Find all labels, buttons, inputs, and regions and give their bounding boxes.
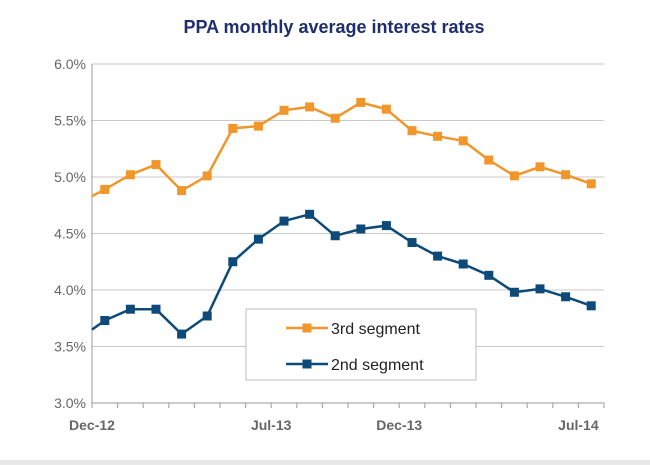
data-point-marker <box>458 259 468 269</box>
y-tick-label: 4.0% <box>54 282 86 298</box>
y-tick-label: 6.0% <box>54 56 86 72</box>
data-point-marker <box>484 270 494 280</box>
series-line <box>91 101 592 198</box>
data-point-marker <box>151 160 161 170</box>
data-point-marker <box>253 234 263 244</box>
data-point-marker <box>433 131 443 141</box>
legend-box <box>245 308 477 381</box>
data-point-marker <box>100 184 110 194</box>
data-point-marker <box>330 113 340 123</box>
chart-title: PPA monthly average interest rates <box>183 17 484 37</box>
data-point-marker <box>151 304 161 314</box>
data-point-marker <box>202 311 212 321</box>
data-point-marker <box>561 292 571 302</box>
legend: 3rd segment 2nd segment <box>245 308 477 381</box>
data-point-marker <box>356 97 366 107</box>
data-point-marker <box>125 304 135 314</box>
data-point-marker <box>561 170 571 180</box>
bottom-band <box>0 460 650 465</box>
data-point-marker <box>458 136 468 146</box>
axis-layer: 3.0% 3.5% 4.0% 4.5% 5.0% 5.5% 6.0% Dec-12 Jul-13… <box>54 56 605 433</box>
grid-layer <box>92 63 604 404</box>
legend-label: 2nd segment <box>331 357 424 374</box>
data-point-marker <box>356 224 366 234</box>
legend-label: 3rd segment <box>331 321 420 338</box>
x-tick-label: Jul-14 <box>558 417 599 433</box>
series-second-segment <box>91 209 596 339</box>
data-point-marker <box>433 251 443 261</box>
data-point-marker <box>100 316 110 326</box>
y-tick-label: 5.5% <box>54 113 86 129</box>
legend-swatch-marker <box>302 359 312 369</box>
data-point-marker <box>305 209 315 219</box>
data-point-marker <box>253 121 263 131</box>
y-tick-label: 4.5% <box>54 226 86 242</box>
data-point-marker <box>509 171 519 181</box>
data-point-marker <box>279 105 289 115</box>
data-point-marker <box>177 186 187 196</box>
y-tick-label: 3.5% <box>54 339 86 355</box>
y-tick-label: 5.0% <box>54 169 86 185</box>
data-point-marker <box>305 102 315 112</box>
data-point-marker <box>535 162 545 172</box>
data-point-marker <box>177 329 187 339</box>
data-point-marker <box>586 301 596 311</box>
data-point-marker <box>228 123 238 133</box>
data-point-marker <box>381 221 391 231</box>
data-point-marker <box>381 104 391 114</box>
data-point-marker <box>586 179 596 189</box>
data-point-marker <box>228 257 238 267</box>
x-tick-label: Dec-12 <box>69 417 115 433</box>
data-point-marker <box>202 171 212 181</box>
data-point-marker <box>407 126 417 136</box>
data-point-marker <box>125 170 135 180</box>
series-layer <box>91 97 596 339</box>
legend-swatch-marker <box>302 323 312 333</box>
data-point-marker <box>407 238 417 248</box>
series-third-segment <box>91 97 596 198</box>
y-tick-label: 3.0% <box>54 395 86 411</box>
data-point-marker <box>484 155 494 165</box>
x-tick-label: Dec-13 <box>376 417 422 433</box>
data-point-marker <box>330 231 340 241</box>
data-point-marker <box>279 216 289 226</box>
data-point-marker <box>535 284 545 294</box>
x-tick-label: Jul-13 <box>251 417 292 433</box>
data-point-marker <box>509 287 519 297</box>
